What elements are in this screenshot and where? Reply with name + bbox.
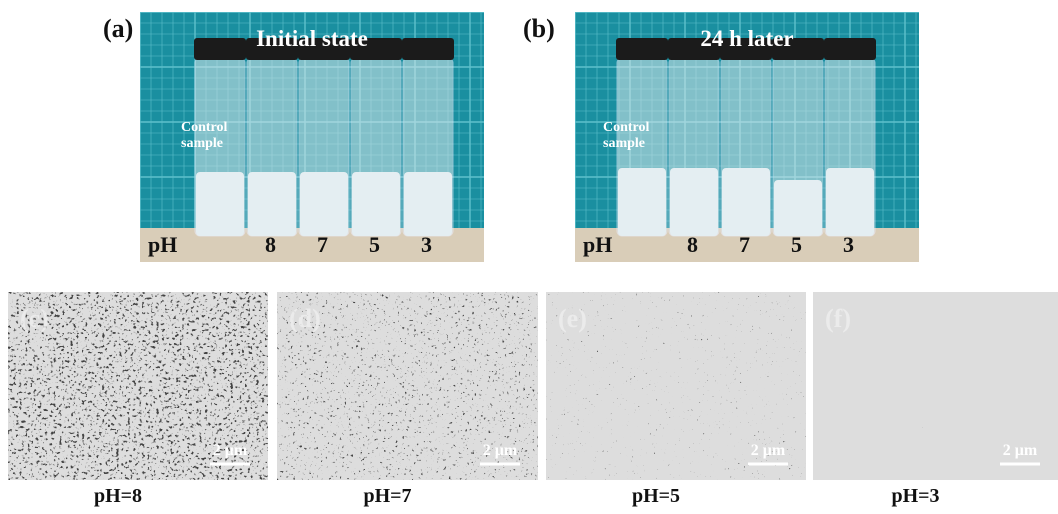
ph-value: 7 [739, 232, 750, 258]
caption: pH=8 [18, 485, 218, 508]
caption: pH=7 [288, 485, 488, 508]
photo-title: Initial state [140, 26, 484, 52]
panel-label: (c) [20, 304, 49, 334]
sem-image: (f) 2 μm [813, 292, 1058, 480]
page: (a) Initial state Control sample pH 8 7 5 3 (b) 2… [0, 0, 1058, 514]
vial-liquid [248, 172, 296, 236]
photo-title: 24 h later [575, 26, 919, 52]
scale-label: 2 μm [470, 442, 530, 460]
ph-value: 5 [791, 232, 802, 258]
ph-label: pH [148, 232, 177, 258]
vial-liquid [404, 172, 452, 236]
panel-label: (a) [103, 14, 133, 44]
ph-value: 3 [843, 232, 854, 258]
vial-liquid [352, 172, 400, 236]
scale-label: 2 μm [738, 442, 798, 460]
panel-label: (b) [523, 14, 555, 44]
caption: pH=5 [556, 485, 756, 508]
control-label: Control sample [181, 120, 241, 152]
vial-liquid [670, 168, 718, 236]
vial-liquid [722, 168, 770, 236]
ph-value: 5 [369, 232, 380, 258]
photo: Initial state Control sample pH 8 7 5 3 [140, 12, 484, 262]
vial-liquid [826, 168, 874, 236]
sem-image: (d) 2 μm [277, 292, 538, 480]
sem-image: (e) 2 μm [546, 292, 806, 480]
ph-value: 8 [265, 232, 276, 258]
panel-label: (f) [825, 304, 851, 334]
vial-liquid [774, 180, 822, 236]
vial-liquid [300, 172, 348, 236]
scale-label: 2 μm [990, 442, 1050, 460]
panel-label: (e) [558, 304, 587, 334]
photo: 24 h later Control sample pH 8 7 5 3 [575, 12, 919, 262]
ph-value: 7 [317, 232, 328, 258]
vial-liquid [196, 172, 244, 236]
ph-value: 8 [687, 232, 698, 258]
caption: pH=3 [816, 485, 1016, 508]
sem-image: (c) 2 μm [8, 292, 268, 480]
control-label: Control sample [603, 120, 663, 152]
ph-label: pH [583, 232, 612, 258]
panel-label: (d) [289, 304, 321, 334]
vial-liquid [618, 168, 666, 236]
scale-label: 2 μm [200, 442, 260, 460]
ph-value: 3 [421, 232, 432, 258]
